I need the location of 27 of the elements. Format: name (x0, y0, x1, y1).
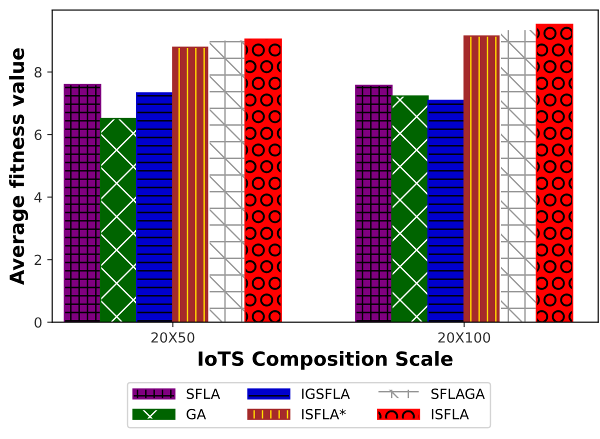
y-tick-label: 8 (34, 66, 42, 78)
legend-label: GA (186, 408, 206, 420)
y-tick-label: 0 (34, 317, 42, 328)
bar (64, 84, 102, 322)
bar (355, 84, 393, 322)
bar (536, 24, 574, 322)
bar (208, 39, 246, 322)
y-tick-label: 4 (34, 192, 42, 202)
x-tick-label: 20X100 (438, 332, 490, 343)
x-axis-title: IoTS Composition Scale (198, 350, 452, 370)
bar (500, 28, 538, 322)
bar (391, 95, 429, 322)
legend-label: ISFLA (432, 408, 469, 420)
legend-label: SFLAGA (431, 388, 485, 400)
y-tick-label: 2 (34, 254, 42, 265)
y-axis-title: Average fitness value (9, 48, 28, 285)
y-tick-label: 6 (34, 130, 42, 140)
x-tick-label: 20X50 (151, 332, 194, 343)
legend-label: ISFLA* (302, 408, 346, 420)
legend-label: SFLA (186, 388, 220, 400)
bar (172, 46, 210, 322)
legend-label: IGSFLA (302, 388, 350, 400)
bar (136, 92, 174, 322)
bar (244, 38, 282, 322)
bar (463, 35, 501, 322)
bar (100, 118, 138, 322)
bar (427, 100, 465, 322)
